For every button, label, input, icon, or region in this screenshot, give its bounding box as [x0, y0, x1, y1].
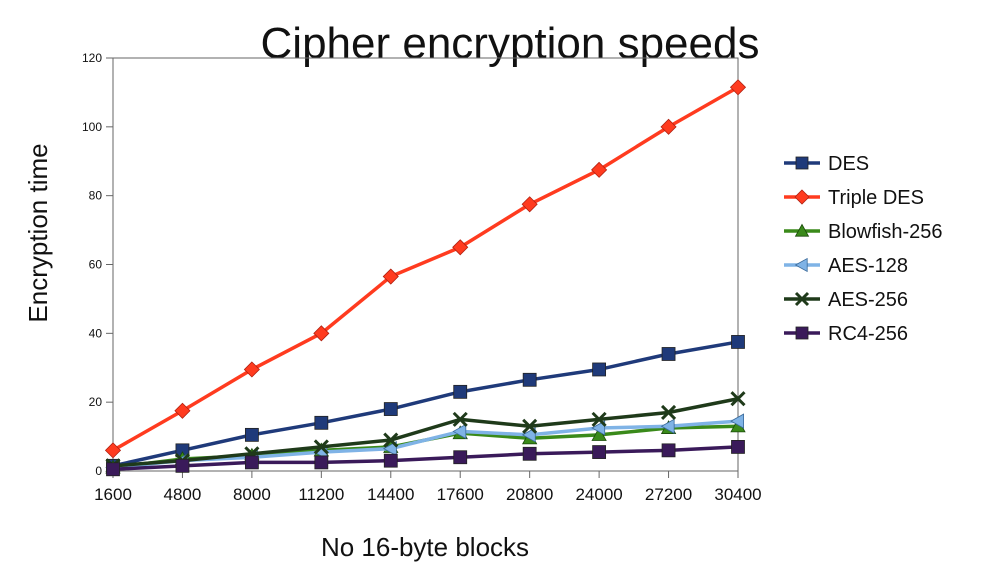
x-tick-label: 4800 [164, 485, 202, 504]
data-point [522, 446, 537, 461]
x-tick-label: 11200 [298, 485, 344, 504]
data-point [591, 420, 606, 436]
x-tick-label: 30400 [714, 485, 761, 504]
data-point [313, 439, 329, 455]
y-tick-label: 40 [89, 326, 103, 340]
data-point [175, 458, 190, 473]
data-point [382, 268, 399, 285]
legend-label: AES-256 [828, 289, 908, 311]
legend-swatch-marker [795, 326, 809, 340]
legend-item: AES-128 [784, 255, 908, 277]
data-point [452, 423, 467, 440]
data-point [660, 418, 675, 434]
data-point [660, 404, 677, 421]
series-rc4-256 [106, 440, 745, 477]
legend-item: Triple DES [784, 187, 924, 209]
data-point [104, 442, 122, 459]
data-point [592, 362, 607, 377]
data-point [106, 462, 120, 477]
y-axis-label: Encryption time [23, 143, 53, 322]
x-tick-label: 24000 [575, 485, 622, 504]
legend-label: DES [828, 153, 869, 175]
plot-frame [112, 57, 739, 472]
data-point [591, 411, 607, 427]
data-point [731, 335, 745, 349]
data-point [314, 455, 329, 470]
data-point [731, 440, 745, 454]
plot-area: 0 20 40 60 80 100 120 1600 4800 8000 11200 14400 176… [82, 51, 762, 504]
data-point [452, 239, 469, 256]
data-point [452, 411, 468, 427]
data-point [730, 413, 744, 429]
data-point [522, 418, 538, 434]
y-tick-label: 80 [89, 189, 103, 203]
legend-label: Blowfish-256 [828, 221, 943, 243]
series-line [112, 445, 739, 472]
y-tick-label: 20 [89, 395, 103, 409]
data-point [521, 196, 538, 213]
data-point [661, 443, 676, 458]
x-tick-label: 8000 [233, 485, 271, 504]
data-point [243, 361, 260, 378]
series-des [106, 335, 745, 473]
y-tick-label: 120 [82, 51, 102, 65]
series-line [112, 340, 739, 468]
x-tick-label: 1600 [94, 485, 132, 504]
series-line [112, 424, 739, 470]
x-tick-label: 14400 [367, 485, 414, 504]
x-axis-label: No 16-byte blocks [321, 532, 529, 562]
x-tick-label: 27200 [645, 485, 692, 504]
data-point [591, 161, 608, 178]
legend-label: RC4-256 [828, 323, 908, 345]
y-tick-label: 60 [89, 258, 103, 272]
data-point [244, 427, 259, 442]
series-line [112, 85, 739, 452]
legend-item: AES-256 [784, 289, 908, 311]
data-point [729, 79, 747, 96]
data-point [453, 450, 468, 465]
data-point [522, 372, 537, 387]
data-point [592, 445, 607, 459]
data-point [661, 347, 676, 361]
series-line [112, 397, 739, 468]
legend-label: AES-128 [828, 255, 908, 277]
data-point [382, 440, 397, 457]
y-tick-label: 100 [82, 120, 102, 134]
data-point [383, 402, 398, 416]
legend-swatch-marker [794, 189, 810, 205]
legend-swatch-marker [794, 257, 808, 273]
data-point [383, 453, 398, 468]
legend-swatch-marker [794, 223, 810, 237]
legend: DES Triple DES Blowfish-256 AES-128 AES-256 R… [784, 153, 943, 345]
data-point [174, 402, 191, 419]
data-point [383, 432, 399, 448]
data-point [313, 325, 330, 342]
data-point [521, 427, 536, 443]
data-point [453, 384, 468, 399]
legend-swatch-marker [794, 291, 810, 307]
legend-item: Blowfish-256 [784, 221, 943, 243]
data-point [244, 455, 259, 470]
legend-item: RC4-256 [784, 323, 908, 345]
x-tick-label: 20800 [506, 485, 553, 504]
legend-swatch-marker [795, 156, 809, 170]
y-tick-label: 0 [95, 464, 102, 478]
data-point [314, 415, 329, 430]
legend-item: DES [784, 153, 869, 175]
data-point [660, 118, 677, 135]
chart-title: Cipher encryption speeds [261, 19, 760, 68]
series-triple-des [104, 79, 747, 459]
data-point [730, 391, 746, 407]
x-tick-label: 17600 [437, 485, 484, 504]
legend-label: Triple DES [828, 187, 924, 209]
